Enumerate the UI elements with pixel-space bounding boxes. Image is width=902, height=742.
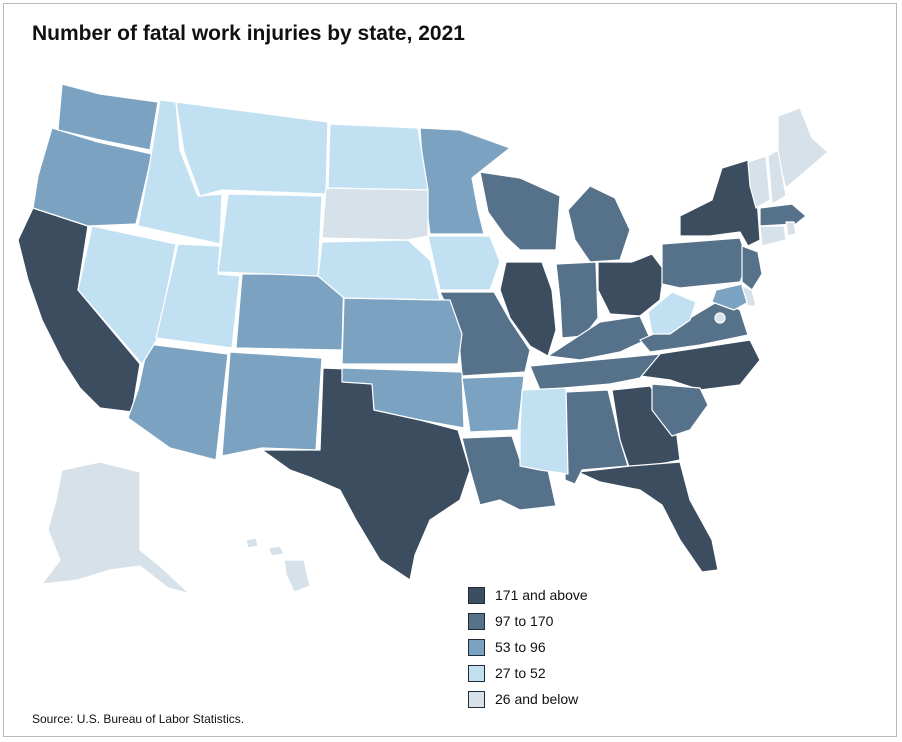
legend-item: 26 and below <box>468 686 588 712</box>
legend-label: 53 to 96 <box>495 639 546 655</box>
state-ohio <box>597 253 665 317</box>
tier-26-and-below <box>41 107 829 595</box>
state-mississippi <box>519 387 569 475</box>
state-arizona <box>127 343 229 461</box>
district-of-columbia <box>714 312 726 324</box>
state-louisiana <box>461 435 557 511</box>
state-maryland <box>711 283 753 311</box>
state-iowa <box>427 235 501 291</box>
state-new-hampshire <box>767 149 787 205</box>
state-massachusetts <box>759 203 807 227</box>
state-wyoming <box>217 193 323 277</box>
legend-label: 27 to 52 <box>495 665 546 681</box>
state-delaware <box>741 285 757 307</box>
legend-swatch <box>468 638 485 656</box>
state-new-mexico <box>221 351 323 457</box>
legend-label: 171 and above <box>495 587 588 603</box>
state-colorado <box>235 273 345 351</box>
state-north-dakota <box>327 123 429 191</box>
legend-swatch <box>468 690 485 708</box>
state-west-virginia <box>647 291 697 335</box>
state-florida <box>577 461 719 573</box>
legend-item: 27 to 52 <box>468 660 588 686</box>
state-kansas <box>341 297 463 365</box>
tier-171-and-above <box>17 159 761 581</box>
state-new-york <box>679 159 761 247</box>
state-hawaii <box>245 537 311 593</box>
state-new-jersey <box>741 245 763 291</box>
map-legend: 171 and above 97 to 170 53 to 96 27 to 5… <box>468 582 588 712</box>
tier-53-to-96 <box>32 83 753 461</box>
state-wisconsin <box>479 171 561 251</box>
legend-swatch <box>468 612 485 630</box>
state-south-carolina <box>651 383 709 437</box>
state-nebraska <box>317 239 441 301</box>
state-indiana <box>555 261 599 339</box>
state-south-dakota <box>321 187 429 241</box>
legend-item: 171 and above <box>468 582 588 608</box>
state-utah <box>155 243 241 349</box>
legend-label: 26 and below <box>495 691 579 707</box>
state-montana <box>175 101 329 197</box>
state-vermont <box>747 155 771 209</box>
state-michigan <box>567 185 631 263</box>
state-maine <box>777 107 829 189</box>
state-oregon <box>32 127 153 227</box>
source-note: Source: U.S. Bureau of Labor Statistics. <box>32 712 245 726</box>
state-north-carolina <box>639 339 761 391</box>
legend-swatch <box>468 586 485 604</box>
state-idaho <box>137 99 223 245</box>
state-connecticut <box>759 225 787 247</box>
state-rhode-island <box>785 221 797 237</box>
state-pennsylvania <box>661 237 749 289</box>
legend-swatch <box>468 664 485 682</box>
legend-item: 53 to 96 <box>468 634 588 660</box>
state-tennessee <box>529 353 661 391</box>
legend-item: 97 to 170 <box>468 608 588 634</box>
map-title: Number of fatal work injuries by state, … <box>32 22 465 45</box>
tier-27-to-52 <box>77 99 697 475</box>
legend-label: 97 to 170 <box>495 613 554 629</box>
state-alabama <box>564 389 629 485</box>
state-california <box>17 207 141 413</box>
state-nevada <box>77 225 177 365</box>
state-arkansas <box>461 375 525 433</box>
state-alaska <box>41 461 191 595</box>
